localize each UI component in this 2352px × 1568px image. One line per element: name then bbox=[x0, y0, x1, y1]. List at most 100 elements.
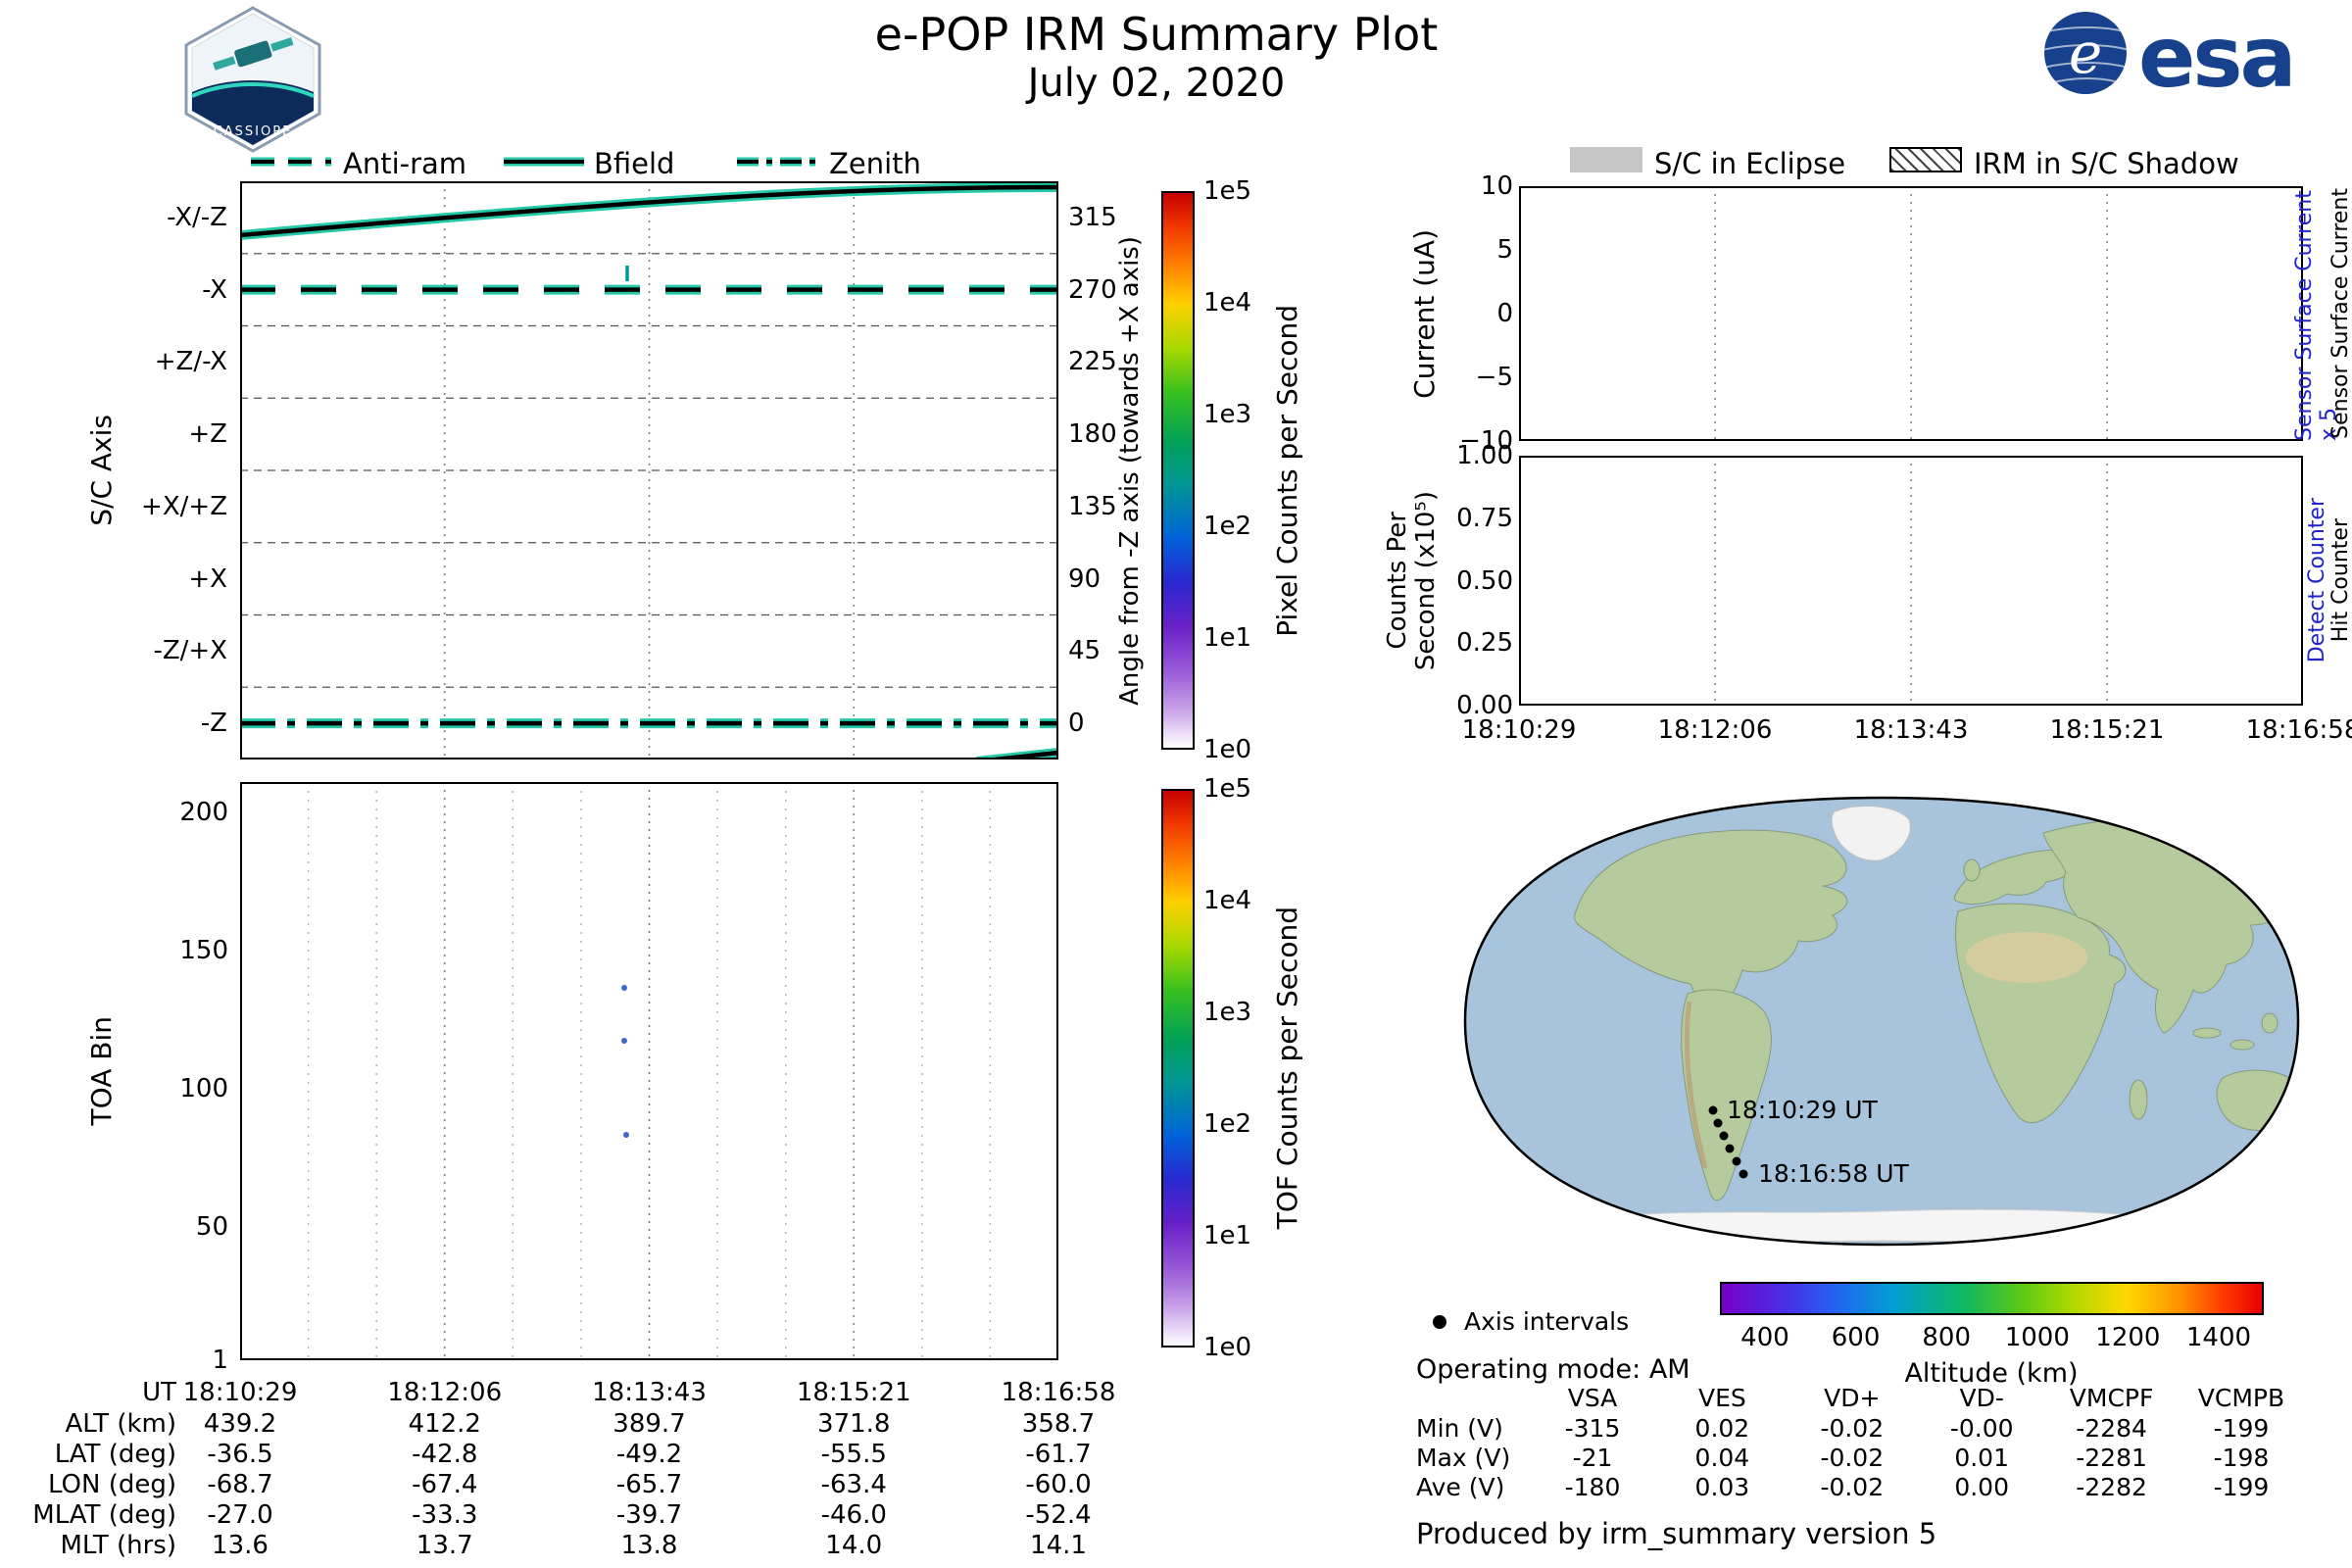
voltage-row-label: Max (V) bbox=[1416, 1444, 1510, 1472]
bfield-legend-sample bbox=[504, 155, 584, 169]
counts-right-label-blue: Detect Counter bbox=[2305, 498, 2329, 662]
eph-cell: 18:13:43 bbox=[566, 1378, 733, 1407]
esa-wordmark: esa bbox=[2138, 9, 2294, 100]
eph-cell: -52.4 bbox=[975, 1500, 1142, 1530]
eph-row-ut: 18:10:29 18:12:06 18:13:43 18:15:21 18:1… bbox=[157, 1378, 1142, 1407]
eph-cell: 371.8 bbox=[770, 1409, 937, 1439]
toa-ylabel-wrap: TOA Bin bbox=[86, 782, 116, 1360]
counts-right-label-black-wrap: Hit Counter bbox=[2328, 456, 2352, 706]
eph-cell: 18:10:29 bbox=[157, 1378, 323, 1407]
voltage-row-min: -315 0.02 -0.02 -0.00 -2284 -199 bbox=[1534, 1414, 2300, 1443]
eph-cell: 389.7 bbox=[566, 1409, 733, 1439]
sc-axis-yticks: -X/-Z -X +Z/-X +Z +X/+Z +X -Z/+X -Z bbox=[118, 181, 227, 760]
cassiope-mission-logo: CASSIOPE bbox=[174, 2, 331, 157]
eph-cell: 14.1 bbox=[975, 1531, 1142, 1560]
current-right-label-black: Sensor Surface Current bbox=[2328, 188, 2352, 439]
tof-cbar-tick: 1e1 bbox=[1203, 1223, 1272, 1249]
eph-row-lon: -68.7 -67.4 -65.7 -63.4 -60.0 bbox=[157, 1470, 1142, 1499]
eph-cell: -27.0 bbox=[157, 1500, 323, 1530]
eph-row-label: MLT (hrs) bbox=[20, 1531, 176, 1560]
toa-ytick: 1 bbox=[150, 1346, 228, 1375]
map-madagascar bbox=[2130, 1080, 2147, 1119]
voltage-cell: -180 bbox=[1534, 1473, 1651, 1501]
altitude-tick: 400 bbox=[1726, 1323, 1804, 1352]
counts-ylabel-line2: Second (x10⁵) bbox=[1411, 491, 1441, 670]
eph-cell: -36.5 bbox=[157, 1440, 323, 1469]
axis-intervals-label: Axis intervals bbox=[1464, 1307, 1629, 1336]
tof-colorbar-ticks: 1e5 1e4 1e3 1e2 1e1 1e0 bbox=[1203, 776, 1272, 1360]
sc-axis-ytick: -X/-Z bbox=[118, 181, 227, 254]
sc-axis-ytick: -Z bbox=[118, 687, 227, 760]
cassiope-logo-text: CASSIOPE bbox=[214, 124, 293, 139]
sc-axis-ylabel: S/C Axis bbox=[85, 415, 118, 526]
eph-cell: -55.5 bbox=[770, 1440, 937, 1469]
voltage-cell: 0.01 bbox=[1923, 1444, 2040, 1472]
eph-row-label: LAT (deg) bbox=[20, 1440, 176, 1469]
eph-cell: 13.7 bbox=[362, 1531, 528, 1560]
pixel-cbar-tick: 1e1 bbox=[1203, 625, 1272, 651]
sc-axis-ytick: -Z/+X bbox=[118, 615, 227, 688]
eph-cell: 18:12:06 bbox=[362, 1378, 528, 1407]
counts-ylabel-line2-wrap: Second (x10⁵) bbox=[1412, 456, 1440, 706]
map-japan bbox=[2284, 885, 2306, 918]
page-title: e-POP IRM Summary Plot bbox=[676, 8, 1637, 61]
pixel-cbar-tick: 1e5 bbox=[1203, 178, 1272, 204]
voltage-cell: -0.02 bbox=[1793, 1473, 1911, 1501]
epop-irm-summary-page: CASSIOPE e-POP IRM Summary Plot July 02,… bbox=[0, 0, 2352, 1568]
zenith-legend-sample bbox=[737, 155, 817, 169]
time-tick: 18:16:58 bbox=[2220, 715, 2352, 745]
counts-ytick: 1.00 bbox=[1445, 443, 1513, 468]
time-tick: 18:15:21 bbox=[2024, 715, 2190, 745]
map-philippines bbox=[2262, 1013, 2278, 1033]
eph-cell: -33.3 bbox=[362, 1500, 528, 1530]
counts-right-label-black: Hit Counter bbox=[2328, 518, 2352, 642]
voltage-cell: -315 bbox=[1534, 1414, 1651, 1443]
voltage-row-max: -21 0.04 -0.02 0.01 -2281 -198 bbox=[1534, 1444, 2300, 1472]
eph-cell: 358.7 bbox=[975, 1409, 1142, 1439]
bfield-legend-label: Bfield bbox=[594, 147, 674, 180]
eph-cell: -60.0 bbox=[975, 1470, 1142, 1499]
counts-ylabel-line1: Counts Per bbox=[1383, 512, 1412, 649]
altitude-tick: 1200 bbox=[2088, 1323, 2167, 1352]
altitude-tick: 800 bbox=[1907, 1323, 1985, 1352]
map-british-isles bbox=[1964, 859, 1980, 881]
eph-cell: 412.2 bbox=[362, 1409, 528, 1439]
sc-axis-ylabel-wrap: S/C Axis bbox=[86, 181, 116, 760]
esa-logo: e esa bbox=[2038, 6, 2323, 100]
eph-cell: 18:16:58 bbox=[975, 1378, 1142, 1407]
pixel-cbar-tick: 1e2 bbox=[1203, 514, 1272, 539]
tof-cbar-tick: 1e0 bbox=[1203, 1335, 1272, 1360]
counts-plot-frame bbox=[1519, 456, 2303, 706]
toa-ytick: 50 bbox=[150, 1212, 228, 1242]
voltage-cell: -2284 bbox=[2053, 1414, 2171, 1443]
eph-row-label: LON (deg) bbox=[20, 1470, 176, 1499]
produced-by-label: Produced by irm_summary version 5 bbox=[1416, 1517, 1936, 1550]
voltage-cell: -0.02 bbox=[1793, 1444, 1911, 1472]
angle-ylabel-wrap: Angle from -Z axis (towards +X axis) bbox=[1113, 181, 1147, 760]
sc-axis-ytick: +Z bbox=[118, 398, 227, 470]
voltage-table-header: VSA VES VD+ VD- VMCPF VCMPB bbox=[1534, 1384, 2300, 1412]
voltage-cell: -2281 bbox=[2053, 1444, 2171, 1472]
axis-intervals-dot-icon bbox=[1433, 1315, 1446, 1329]
eph-cell: -39.7 bbox=[566, 1500, 733, 1530]
eph-cell: -65.7 bbox=[566, 1470, 733, 1499]
counts-ytick: 0.25 bbox=[1445, 630, 1513, 656]
eph-row-alt: 439.2 412.2 389.7 371.8 358.7 bbox=[157, 1409, 1142, 1439]
voltage-col-header: VD- bbox=[1923, 1384, 2040, 1412]
eph-cell: 13.8 bbox=[566, 1531, 733, 1560]
sc-axis-plot-frame bbox=[240, 181, 1058, 760]
map-new-guinea bbox=[2230, 1040, 2254, 1050]
voltage-cell: 0.04 bbox=[1663, 1444, 1781, 1472]
shadow-legend-swatch bbox=[1889, 147, 1962, 172]
sc-axis-ytick: +X bbox=[118, 543, 227, 615]
current-ylabel: Current (uA) bbox=[1408, 229, 1441, 399]
counts-ylabel-line1-wrap: Counts Per bbox=[1384, 456, 1411, 706]
tof-colorbar-label-wrap: TOF Counts per Second bbox=[1270, 789, 1303, 1348]
zenith-legend-label: Zenith bbox=[829, 147, 921, 180]
pixel-cbar-tick: 1e3 bbox=[1203, 402, 1272, 427]
toa-ytick: 100 bbox=[150, 1074, 228, 1103]
eph-row-label: MLAT (deg) bbox=[20, 1500, 176, 1530]
toa-plot-frame bbox=[240, 782, 1058, 1360]
voltage-col-header: VES bbox=[1663, 1384, 1781, 1412]
current-ylabel-wrap: Current (uA) bbox=[1409, 186, 1439, 441]
